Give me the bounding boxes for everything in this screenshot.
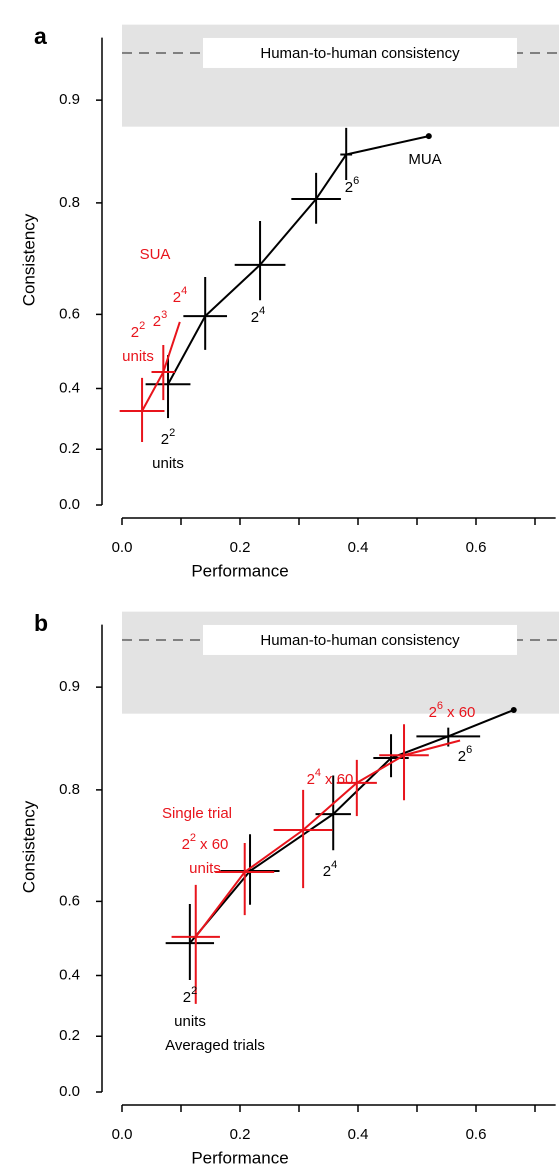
x-axis-label: Performance — [191, 1148, 288, 1165]
annotation-text: SUA — [140, 246, 171, 263]
x-tick-label: 0.0 — [112, 1126, 133, 1143]
x-tick-label: 0.0 — [112, 539, 133, 556]
annotation-text: x 60 — [325, 771, 353, 788]
panel-label: b — [34, 610, 48, 636]
annotation-sup: 4 — [331, 859, 337, 871]
y-tick-label: 0.2 — [59, 440, 80, 457]
annotation: units — [152, 455, 184, 472]
annotation-sup: 3 — [161, 309, 167, 321]
annotation-sup: 4 — [315, 767, 321, 779]
annotation: units — [122, 348, 154, 365]
annotation-text: x 60 — [200, 836, 228, 853]
y-tick-label: 0.9 — [59, 678, 80, 695]
annotation-text: 2 — [183, 989, 191, 1006]
annotation: 23 — [153, 309, 167, 330]
panel-label: a — [34, 23, 47, 49]
y-tick-label: 0.6 — [59, 892, 80, 909]
x-axis-label: Performance — [191, 561, 288, 580]
reference-label: Human-to-human consistency — [260, 632, 460, 649]
annotation-text: 2 — [345, 179, 353, 196]
end-marker — [425, 133, 432, 140]
annotation-text: 2 — [161, 431, 169, 448]
annotation: 26 — [458, 744, 472, 765]
annotation: units — [189, 860, 221, 877]
end-marker — [510, 706, 517, 713]
annotation: 24 — [173, 285, 187, 306]
annotation-text: Averaged trials — [165, 1037, 265, 1054]
annotation: 22 — [183, 985, 197, 1006]
series-line — [189, 709, 515, 944]
annotation: 22 — [161, 427, 175, 448]
annotation: MUA — [408, 151, 441, 168]
y-tick-label: 0.6 — [59, 305, 80, 322]
annotation-text: 2 — [131, 324, 139, 341]
annotation-sup: 2 — [139, 320, 145, 332]
reference-label: Human-to-human consistency — [260, 45, 460, 62]
series-line — [141, 321, 181, 412]
y-tick-label: 0.4 — [59, 966, 80, 983]
x-tick-label: 0.2 — [230, 1126, 251, 1143]
x-tick-label: 0.6 — [466, 1126, 487, 1143]
y-tick-label: 0.0 — [59, 1083, 80, 1100]
y-tick-label: 0.0 — [59, 496, 80, 513]
annotation-text: 2 — [458, 748, 466, 765]
annotation-sup: 4 — [259, 305, 265, 317]
annotation-text: MUA — [408, 151, 441, 168]
series-line — [167, 135, 430, 385]
x-tick-label: 0.4 — [348, 539, 369, 556]
annotation: 22 — [131, 320, 145, 341]
y-axis-label: Consistency — [19, 213, 38, 306]
annotation-sup: 2 — [191, 985, 197, 997]
x-tick-label: 0.4 — [348, 1126, 369, 1143]
annotation-sup: 6 — [466, 744, 472, 756]
annotation-text: 2 — [307, 771, 315, 788]
y-axis-label: Consistency — [19, 800, 38, 893]
annotation: 22 x 60 — [182, 832, 229, 853]
y-tick-label: 0.2 — [59, 1027, 80, 1044]
annotation-text: 2 — [251, 309, 259, 326]
reference-label-box — [203, 37, 517, 68]
annotation: 26 x 60 — [429, 700, 476, 721]
series-line — [194, 739, 461, 938]
x-tick-label: 0.6 — [466, 539, 487, 556]
annotation: SUA — [140, 246, 171, 263]
annotation: Single trial — [162, 805, 232, 822]
annotation-text: x 60 — [447, 704, 475, 721]
y-tick-label: 0.4 — [59, 379, 80, 396]
annotation: 26 — [345, 175, 359, 196]
y-tick-label: 0.9 — [59, 91, 80, 108]
annotation-sup: 6 — [437, 700, 443, 712]
annotation-text: 2 — [173, 289, 181, 306]
reference-label-box — [203, 624, 517, 655]
y-tick-label: 0.8 — [59, 781, 80, 798]
annotation: 24 x 60 — [307, 767, 354, 788]
annotation: 24 — [323, 859, 337, 880]
y-tick-label: 0.8 — [59, 194, 80, 211]
annotation-text: 2 — [182, 836, 190, 853]
annotation: units — [174, 1013, 206, 1030]
annotation-sup: 2 — [190, 832, 196, 844]
annotation-sup: 4 — [181, 285, 187, 297]
annotation-text: 2 — [323, 863, 331, 880]
annotation-text: 2 — [429, 704, 437, 721]
annotation-sup: 6 — [353, 175, 359, 187]
annotation: Averaged trials — [165, 1037, 265, 1054]
annotation-sup: 2 — [169, 427, 175, 439]
x-tick-label: 0.2 — [230, 539, 251, 556]
annotation: 24 — [251, 305, 265, 326]
annotation-text: 2 — [153, 313, 161, 330]
annotation-text: Single trial — [162, 805, 232, 822]
